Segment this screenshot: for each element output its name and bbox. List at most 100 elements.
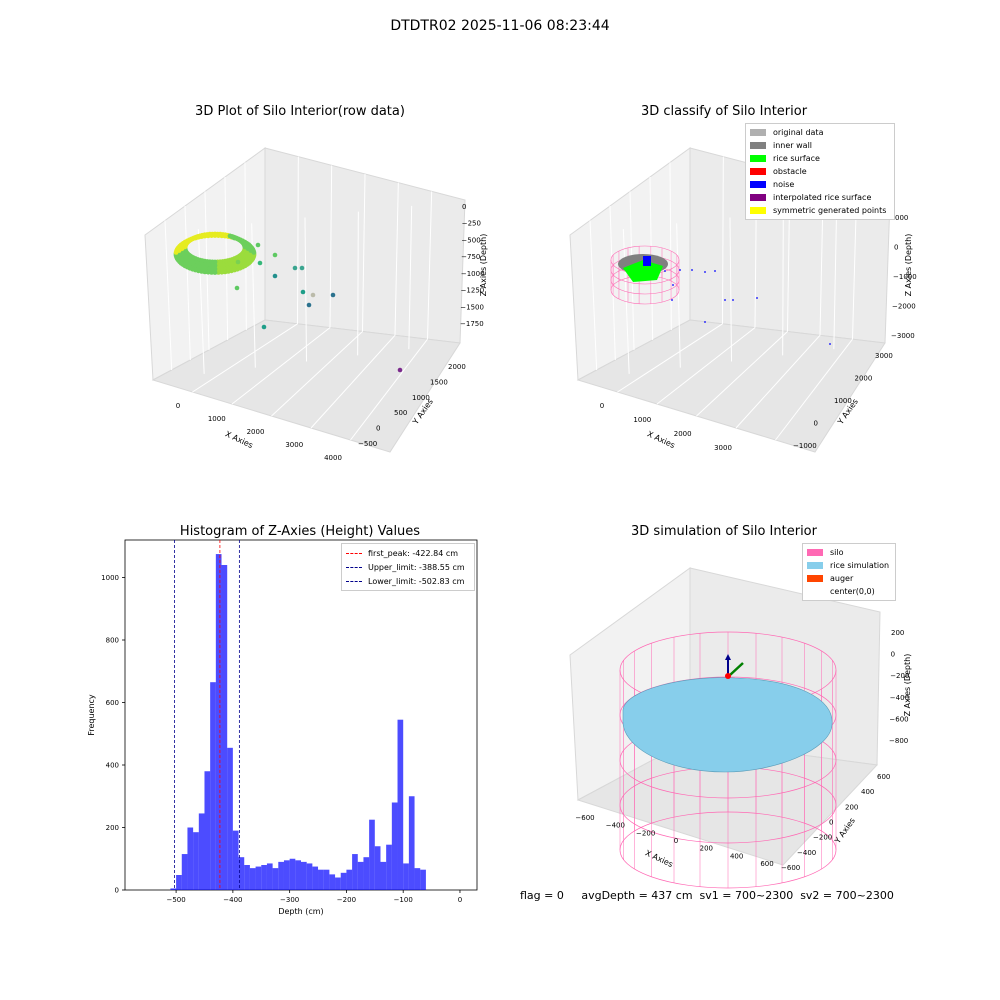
scatter-point: [255, 242, 261, 248]
histogram-bar: [227, 747, 233, 890]
grid-line: [231, 327, 331, 405]
x-tick-label: 0: [600, 402, 604, 410]
legend-label: auger: [830, 574, 854, 583]
legend-swatch: [346, 580, 362, 582]
legend-swatch: [750, 142, 766, 149]
z-tick-label: −750: [461, 253, 480, 261]
legend-entry: noise: [746, 178, 894, 191]
noise-point: [724, 299, 726, 301]
x-tick-label: 0: [176, 402, 180, 410]
legend-entry: auger: [803, 572, 895, 585]
grid-line: [297, 156, 299, 324]
histogram-bar: [210, 682, 216, 890]
scatter-point: [257, 260, 263, 266]
legend-entry: inner wall: [746, 139, 894, 152]
z-tick-label: −1250: [461, 287, 485, 295]
histogram-bar: [323, 869, 330, 890]
histogram-bar: [335, 877, 341, 890]
x-tick-label: −400: [606, 822, 625, 830]
legend-swatch: [750, 207, 766, 214]
histogram-legend: first_peak: -422.84 cm Upper_limit: -388.…: [341, 543, 475, 591]
grid-line: [775, 338, 853, 441]
x-tick-label: 4000: [324, 454, 342, 462]
noise-point: [704, 321, 706, 323]
histogram-bar: [414, 868, 421, 891]
legend-label: center(0,0): [830, 587, 875, 596]
noise-point: [704, 271, 706, 273]
grid-line: [735, 334, 821, 429]
legend-entry: center(0,0): [803, 585, 895, 598]
y-tick-label: 2000: [448, 363, 466, 371]
y-tick-label: −500: [358, 440, 377, 448]
histogram-bar: [318, 869, 324, 890]
legend-entry: Upper_limit: -388.55 cm: [342, 560, 474, 574]
grid-line: [271, 331, 363, 417]
histogram-bar: [357, 861, 364, 891]
y-tick-label: 1000: [101, 574, 119, 582]
histogram-bar: [181, 854, 188, 890]
x-axis-label: X Axies: [646, 429, 677, 450]
legend-entry: original data: [746, 126, 894, 139]
scatter-point: [272, 273, 278, 279]
scatter-point: [251, 250, 257, 255]
y-tick-label: 1000: [412, 394, 430, 402]
histogram-bar: [380, 861, 387, 891]
histogram-bar: [386, 844, 392, 890]
figure-title: DTDTR02 2025-11-06 08:23:44: [390, 18, 610, 34]
legend-label: silo: [830, 548, 844, 557]
simulation-legend: silo rice simulation auger center(0,0): [802, 543, 896, 601]
noise-cluster: [643, 256, 651, 266]
legend-swatch: [807, 588, 823, 595]
legend-swatch: [750, 194, 766, 201]
histogram-bar: [249, 868, 256, 891]
z-tick-label: −2000: [892, 303, 916, 311]
z-axis-label: Z Axies (Depth): [904, 234, 913, 297]
histogram-bar: [369, 819, 375, 890]
histogram-bar: [329, 874, 336, 891]
raw-panel-title: 3D Plot of Silo Interior(row data): [195, 104, 405, 119]
histogram-bar: [403, 863, 409, 890]
scatter-point: [209, 270, 214, 275]
center-marker: [725, 673, 731, 679]
classify-legend: original data inner wall rice surface obsta…: [745, 123, 895, 220]
legend-label: symmetric generated points: [773, 206, 887, 215]
z-tick-label: −400: [890, 694, 909, 702]
histogram-bar: [198, 813, 205, 890]
y-tick-label: 0: [376, 425, 380, 433]
z-tick-label: −600: [889, 715, 908, 723]
grid-line: [722, 156, 724, 324]
grid-line: [362, 173, 366, 332]
auger-axis-y: [729, 662, 744, 676]
grid-line: [833, 205, 838, 350]
y-tick-label: 0: [829, 819, 833, 827]
y-tick-label: 500: [394, 409, 407, 417]
legend-label: original data: [773, 128, 824, 137]
x-tick-label: 0: [674, 837, 678, 845]
grid-line: [589, 220, 598, 371]
grid-line: [669, 162, 672, 331]
histogram-bar: [397, 719, 404, 890]
noise-point: [714, 270, 716, 272]
rice-simulation-surface: [622, 677, 833, 773]
histogram-bar: [374, 846, 381, 890]
y-tick-label: 2000: [855, 375, 873, 383]
x-tick-label: 3000: [285, 441, 303, 449]
raw-3d-plot: 01000200030004000−50005001000150020000−2…: [144, 147, 488, 462]
x-tick-label: 1000: [208, 415, 226, 423]
legend-entry: rice simulation: [803, 559, 895, 572]
grid-line: [696, 331, 788, 417]
y-tick-label: 600: [106, 699, 119, 707]
plot-frame: [124, 539, 478, 891]
z-tick-label: −1000: [893, 273, 917, 281]
auger-arrow: [725, 654, 731, 660]
histogram-title: Histogram of Z-Axies (Height) Values: [179, 524, 421, 539]
classify-panel-title: 3D classify of Silo Interior: [640, 104, 808, 119]
z-tick-label: 0: [894, 244, 898, 252]
y-tick-label: 0: [115, 887, 119, 895]
histogram-bar: [221, 565, 228, 890]
histogram-bar: [278, 861, 284, 891]
grid-line: [676, 223, 681, 368]
legend-label: rice simulation: [830, 561, 890, 570]
z-tick-label: −200: [890, 672, 909, 680]
